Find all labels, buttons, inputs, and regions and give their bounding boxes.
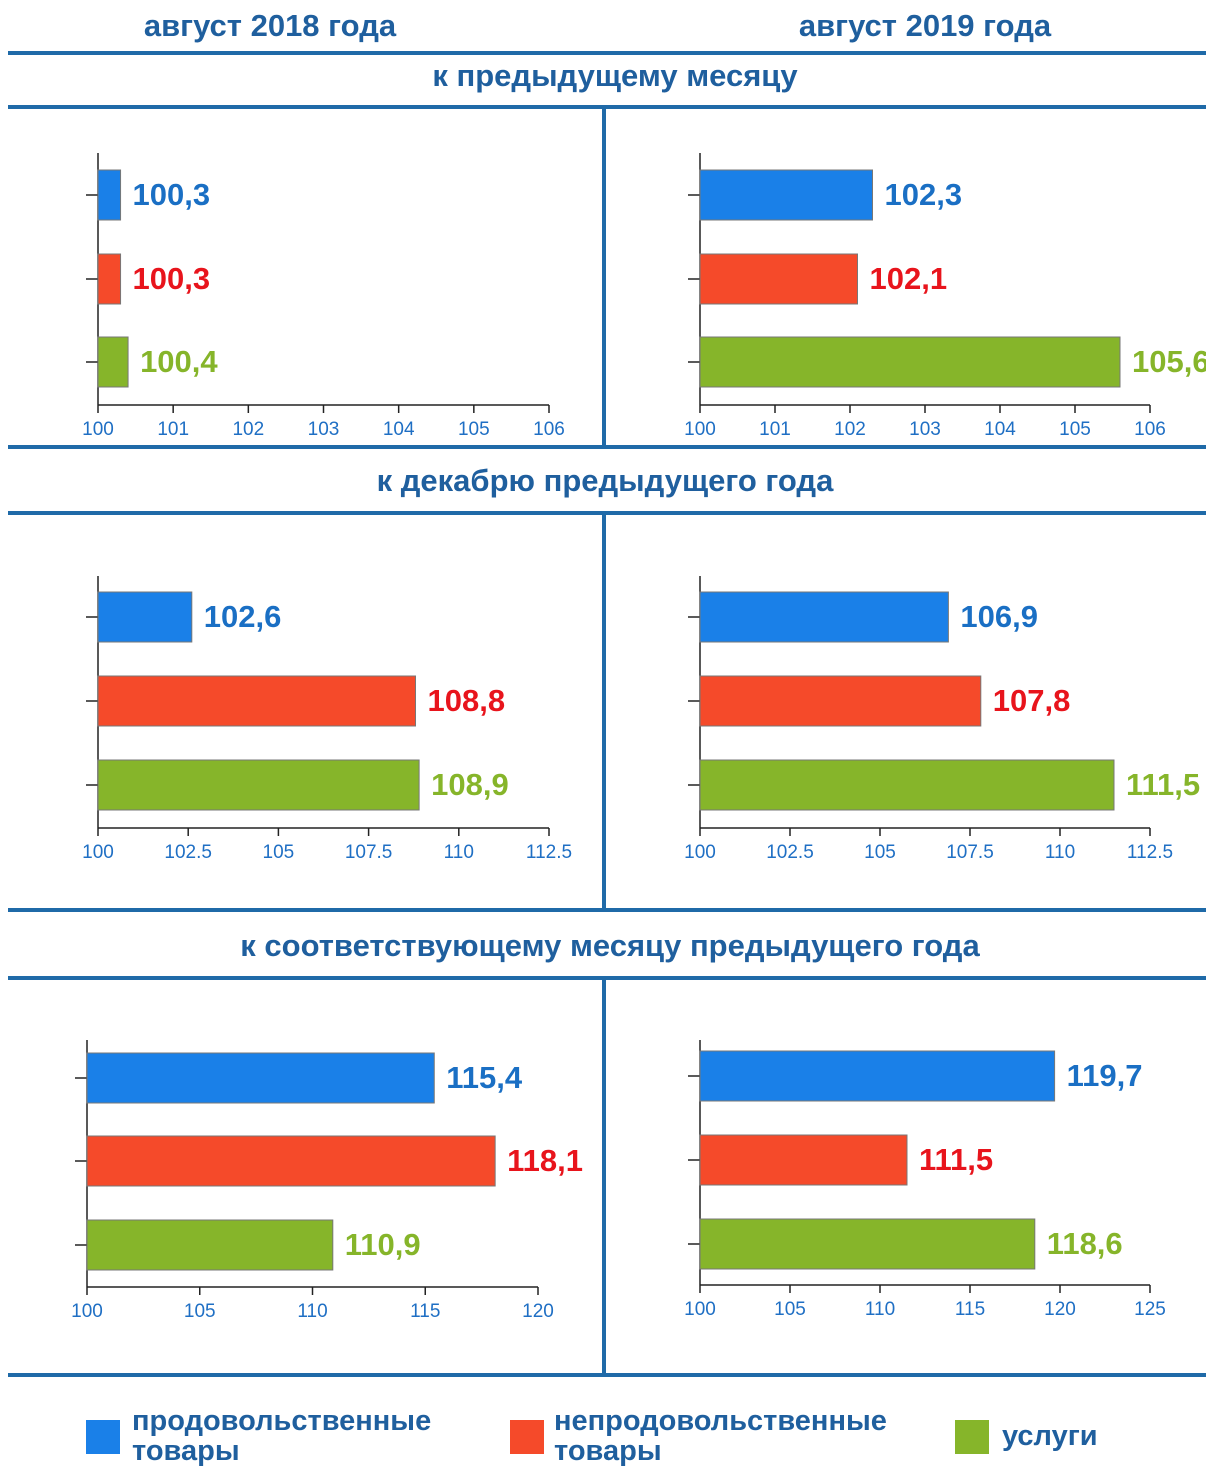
value-label: 111,5: [919, 1142, 993, 1177]
column-title: август 2018 года: [144, 8, 397, 43]
legend-swatch: [955, 1420, 989, 1454]
x-tick-label: 100: [82, 419, 114, 440]
x-tick-label: 105: [1059, 419, 1091, 440]
value-label: 102,1: [870, 261, 948, 296]
legend-label: продовольственные товары: [132, 1405, 432, 1467]
bar: [86, 1135, 496, 1187]
x-tick-label: 105: [774, 1299, 806, 1320]
x-tick-label: 110: [865, 1299, 895, 1320]
legend-swatch: [510, 1420, 544, 1454]
legend-label: непродовольственные товары: [554, 1405, 887, 1467]
bar: [86, 1219, 334, 1271]
bar: [97, 336, 129, 388]
bar: [699, 336, 1121, 388]
x-tick-label: 105: [458, 419, 490, 440]
x-tick-label: 100: [684, 1299, 716, 1320]
column-title: август 2019 года: [799, 8, 1052, 43]
value-label: 102,6: [204, 599, 282, 634]
x-tick-label: 120: [522, 1301, 554, 1322]
section-title: к предыдущему месяцу: [432, 58, 798, 93]
bar: [86, 1052, 435, 1104]
x-tick-label: 110: [297, 1301, 327, 1322]
value-label: 100,3: [133, 261, 211, 296]
value-label: 111,5: [1126, 767, 1200, 802]
x-tick-label: 100: [82, 842, 114, 863]
x-tick-label: 105: [184, 1301, 216, 1322]
x-tick-label: 103: [308, 419, 340, 440]
bar: [97, 675, 417, 727]
bar: [97, 253, 122, 305]
bar: [97, 591, 193, 643]
value-label: 119,7: [1067, 1058, 1143, 1093]
x-tick-label: 115: [955, 1299, 985, 1320]
section-title: к соответствующему месяцу предыдущего го…: [240, 928, 980, 963]
x-tick-label: 104: [984, 419, 1016, 440]
x-tick-label: 102: [834, 419, 866, 440]
x-tick-label: 110: [1045, 842, 1075, 863]
x-tick-label: 104: [383, 419, 415, 440]
x-tick-label: 100: [684, 419, 716, 440]
value-label: 102,3: [885, 177, 963, 212]
bar: [699, 1218, 1036, 1270]
x-tick-label: 106: [1134, 419, 1166, 440]
bar: [699, 675, 982, 727]
x-tick-label: 120: [1044, 1299, 1076, 1320]
x-tick-label: 105: [864, 842, 896, 863]
x-tick-label: 107.5: [345, 842, 393, 863]
value-label: 107,8: [993, 683, 1071, 718]
bar: [699, 253, 858, 305]
x-tick-label: 102: [232, 419, 264, 440]
x-tick-label: 102.5: [766, 842, 814, 863]
bar: [699, 591, 949, 643]
value-label: 115,4: [446, 1060, 523, 1095]
x-tick-label: 103: [909, 419, 941, 440]
value-label: 106,9: [960, 599, 1038, 634]
x-tick-label: 105: [263, 842, 295, 863]
value-label: 110,9: [345, 1227, 421, 1262]
value-label: 108,8: [428, 683, 506, 718]
legend-label: услуги: [1002, 1420, 1098, 1452]
bar: [97, 169, 122, 221]
section-title: к декабрю предыдущего года: [377, 463, 834, 498]
x-tick-label: 125: [1134, 1299, 1166, 1320]
value-label: 100,3: [133, 177, 211, 212]
bar: [699, 759, 1115, 811]
x-tick-label: 112.5: [1127, 842, 1173, 863]
value-label: 100,4: [140, 344, 218, 379]
dividers: [8, 51, 1206, 1377]
x-tick-label: 100: [684, 842, 716, 863]
bar: [97, 759, 420, 811]
x-tick-label: 101: [157, 419, 189, 440]
x-tick-label: 102.5: [164, 842, 212, 863]
x-tick-label: 100: [71, 1301, 103, 1322]
x-tick-label: 101: [759, 419, 791, 440]
bar: [699, 1134, 908, 1186]
value-label: 105,6: [1132, 344, 1206, 379]
value-label: 108,9: [431, 767, 509, 802]
x-tick-label: 112.5: [526, 842, 572, 863]
value-label: 118,6: [1047, 1226, 1123, 1261]
legend-swatch: [86, 1420, 120, 1454]
x-tick-label: 107.5: [946, 842, 994, 863]
x-tick-label: 106: [533, 419, 565, 440]
bar: [699, 169, 873, 221]
bar: [699, 1050, 1056, 1102]
value-label: 118,1: [507, 1143, 583, 1178]
x-tick-label: 110: [444, 842, 474, 863]
x-tick-label: 115: [410, 1301, 440, 1322]
